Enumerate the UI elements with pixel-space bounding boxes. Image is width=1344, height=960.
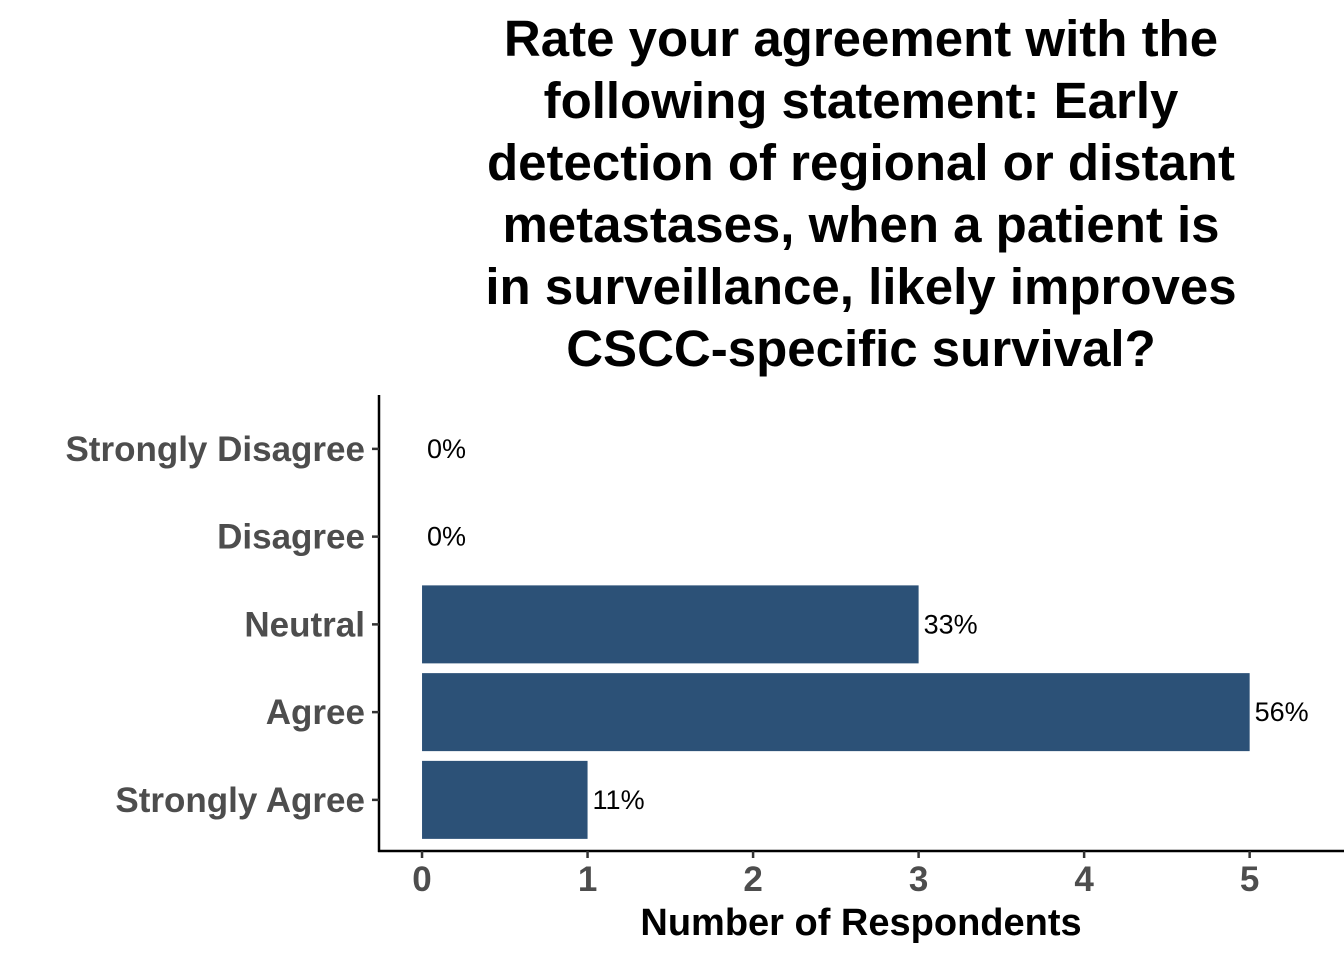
x-axis-label: Number of Respondents bbox=[640, 902, 1081, 944]
y-tick-label: Strongly Agree bbox=[115, 781, 365, 820]
data-label: 0% bbox=[427, 522, 466, 552]
data-label: 56% bbox=[1255, 697, 1309, 727]
x-axis: 0 1 2 3 4 5 bbox=[378, 849, 1344, 899]
data-label: 33% bbox=[924, 609, 978, 639]
title-line: metastases, when a patient is bbox=[502, 196, 1219, 253]
data-label: 0% bbox=[427, 434, 466, 464]
x-tick-label: 2 bbox=[743, 860, 762, 899]
y-tick-label: Neutral bbox=[244, 605, 365, 644]
title-line: CSCC-specific survival? bbox=[566, 320, 1156, 377]
x-tick-label: 3 bbox=[909, 860, 928, 899]
title-line: following statement: Early bbox=[544, 72, 1179, 129]
bar bbox=[422, 760, 588, 839]
x-tick-label: 0 bbox=[412, 860, 431, 899]
title-line: Rate your agreement with the bbox=[504, 10, 1218, 67]
x-tick-label: 5 bbox=[1240, 860, 1259, 899]
data-label: 11% bbox=[593, 785, 645, 815]
bar bbox=[422, 585, 919, 664]
x-tick-label: 1 bbox=[578, 860, 597, 899]
data-labels: 0% 0% 33% 56% 11% bbox=[427, 434, 1309, 815]
bar bbox=[422, 673, 1250, 752]
y-tick-label: Agree bbox=[266, 693, 365, 732]
title-line: in surveillance, likely improves bbox=[485, 258, 1236, 315]
bars bbox=[422, 585, 1250, 839]
y-tick-label: Strongly Disagree bbox=[65, 430, 365, 469]
x-tick-label: 4 bbox=[1074, 860, 1094, 899]
title-line: detection of regional or distant bbox=[487, 134, 1235, 191]
y-tick-label: Disagree bbox=[217, 518, 365, 557]
y-axis: Strongly Disagree Disagree Neutral Agree Str… bbox=[65, 395, 381, 852]
